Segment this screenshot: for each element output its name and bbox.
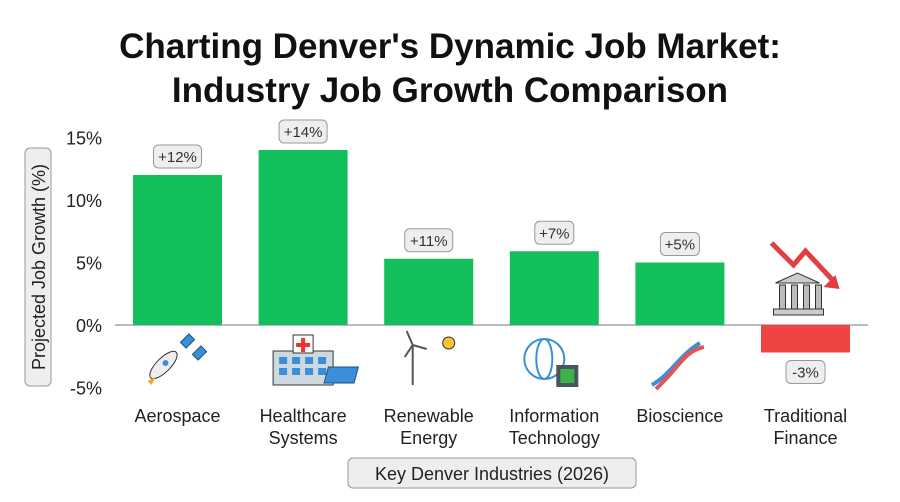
dna-icon xyxy=(650,341,705,391)
data-label-text: +11% xyxy=(410,233,448,250)
hospital-icon xyxy=(272,334,334,386)
y-axis-label-text: Projected Job Growth (%) xyxy=(29,164,49,370)
category-label: Information xyxy=(509,406,599,426)
y-axis-label: Projected Job Growth (%) xyxy=(24,147,52,387)
x-axis-label: Key Denver Industries (2026) xyxy=(347,457,637,489)
category-label: Aerospace xyxy=(134,406,220,426)
data-label-text: +14% xyxy=(284,124,323,141)
category-label: Bioscience xyxy=(636,406,723,426)
data-label: +14% xyxy=(278,119,328,144)
chart-title-line2: Industry Job Growth Comparison xyxy=(172,71,728,110)
x-axis-label-text: Key Denver Industries (2026) xyxy=(375,464,609,484)
data-label: -3% xyxy=(785,360,826,384)
y-tick-label: 15% xyxy=(66,129,102,149)
rocket-satellite-icon xyxy=(147,333,208,385)
data-label-text: +5% xyxy=(665,237,695,254)
data-label: +7% xyxy=(534,220,575,245)
category-label: Technology xyxy=(509,428,600,448)
bar xyxy=(635,262,725,325)
category-label: Traditional xyxy=(764,406,847,426)
category-label: Finance xyxy=(773,428,837,448)
y-tick-label: 10% xyxy=(66,191,102,211)
y-tick-label: -5% xyxy=(70,379,102,399)
category-label: Renewable xyxy=(384,406,474,426)
category-label: Energy xyxy=(400,428,457,448)
y-tick-label: 5% xyxy=(76,254,102,274)
data-label-text: -3% xyxy=(792,365,819,382)
bar xyxy=(384,258,474,325)
bar xyxy=(509,251,599,325)
falling-bank-icon xyxy=(769,241,840,316)
bar xyxy=(258,150,348,325)
wind-solar-icon xyxy=(323,330,456,385)
globe-chip-icon xyxy=(523,338,579,387)
data-label: +5% xyxy=(659,232,700,256)
data-label: +11% xyxy=(404,228,454,253)
bar xyxy=(133,175,222,325)
data-label: +12% xyxy=(153,144,202,169)
y-tick-label: 0% xyxy=(76,316,102,336)
bar xyxy=(761,325,850,353)
category-label: Healthcare xyxy=(260,406,347,426)
data-label-text: +12% xyxy=(158,149,197,166)
chart-title-line1: Charting Denver's Dynamic Job Market: xyxy=(119,27,781,66)
data-label-text: +7% xyxy=(539,225,569,242)
category-label: Systems xyxy=(269,428,338,448)
